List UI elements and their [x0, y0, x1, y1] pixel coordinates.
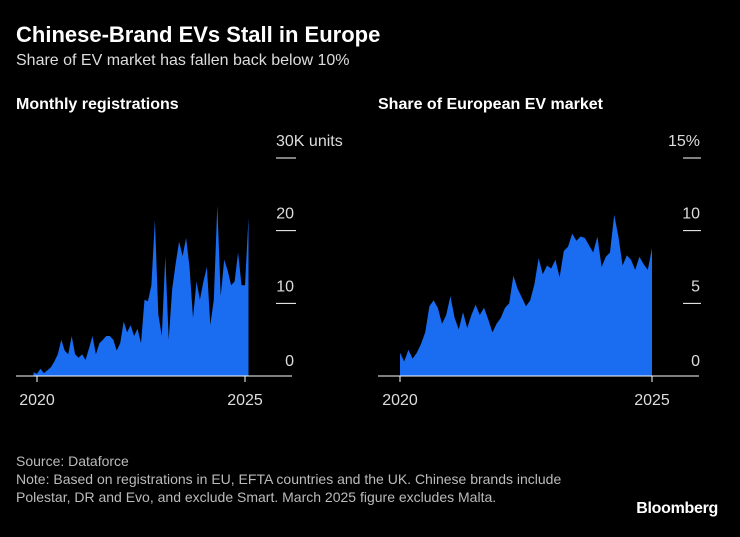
- x-tick-label: 2020: [382, 392, 418, 409]
- x-tick-label: 2025: [634, 392, 670, 409]
- chart-subtitle: Share of EV market has fallen back below…: [16, 52, 350, 69]
- y-tick-label: 15%: [668, 133, 700, 150]
- bloomberg-logo: Bloomberg: [636, 500, 718, 517]
- y-tick-label: 0: [285, 353, 294, 370]
- y-tick-label: 5: [691, 278, 700, 295]
- footnote: Note: Based on registrations in EU, EFTA…: [16, 471, 562, 505]
- chart-title: Chinese-Brand EVs Stall in Europe: [16, 22, 381, 47]
- area-series-1: [33, 205, 249, 376]
- y-tick-label: 0: [691, 353, 700, 370]
- y-tick-label: 10: [682, 206, 700, 223]
- y-tick-label: 20: [276, 206, 294, 223]
- x-tick-label: 2020: [19, 392, 55, 409]
- source-note: Source: Dataforce: [16, 453, 129, 469]
- area-series-2: [400, 214, 652, 376]
- y-tick-label: 10: [276, 278, 294, 295]
- y-tick-label: 30K units: [276, 133, 343, 150]
- panel-title-registrations: Monthly registrations: [16, 96, 179, 113]
- panel-title-share: Share of European EV market: [378, 96, 603, 113]
- x-tick-label: 2025: [227, 392, 263, 409]
